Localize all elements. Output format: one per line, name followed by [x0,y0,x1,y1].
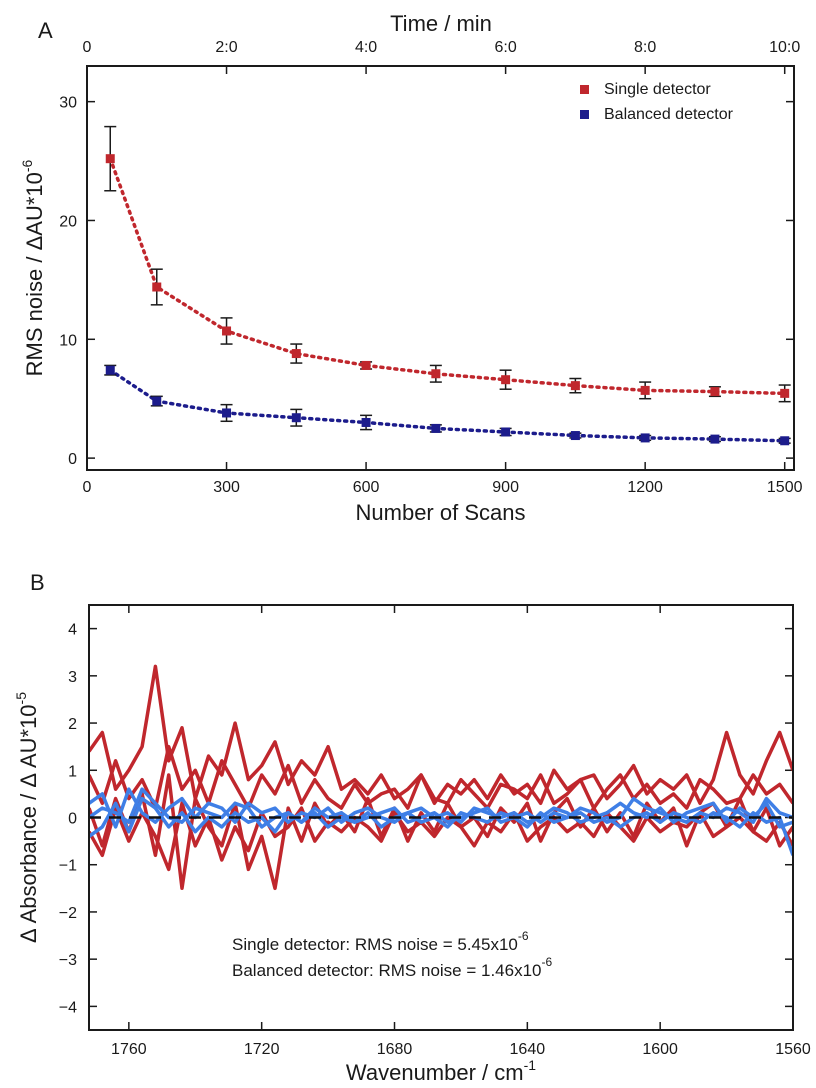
data-point [361,417,371,427]
x-tick-label: 900 [492,479,519,496]
data-point [640,433,650,443]
x-tick-label: 300 [213,479,240,496]
y-tick-label: 2 [68,716,77,733]
data-point [710,387,720,397]
y-tick-label: −1 [59,858,77,875]
x-tick-label: 1760 [111,1041,147,1058]
single-detector-spectrum [89,744,793,810]
x-axis-label: Number of Scans [356,500,526,525]
x-tick-label: 0 [83,479,92,496]
data-point [570,431,580,441]
data-point [640,385,650,395]
x-tick-label: 600 [353,479,380,496]
data-point [152,396,162,406]
x-tick-label: 1200 [627,479,663,496]
top-x-tick-label: 4:0 [355,39,377,56]
legend-entry: Single detector [604,81,711,98]
data-point [780,388,790,398]
y-tick-label: 10 [59,332,77,349]
data-point [361,360,371,370]
data-point [222,408,232,418]
data-point [152,282,162,292]
y-tick-label: 0 [68,451,77,468]
data-point [222,326,232,336]
x-tick-label: 1680 [377,1041,413,1058]
rms-annotation-superscript: -6 [518,929,529,943]
x-tick-label: 1560 [775,1041,811,1058]
legend-marker [580,110,589,119]
x-axis-label-superscript: -1 [524,1057,537,1073]
x-tick-label: 1500 [767,479,803,496]
y-tick-label: 0 [68,811,77,828]
data-point [431,369,441,379]
y-tick-label: −4 [59,999,77,1016]
y-axis-label: Δ Absorbance / Δ AU*10-5 [13,692,41,943]
y-tick-label: 4 [68,622,77,639]
single-detector-spectrum [89,664,793,806]
top-x-axis-label: Time / min [390,11,492,36]
data-point [710,434,720,444]
top-x-tick-label: 6:0 [494,39,516,56]
panel-a-chart: 0 300 600 900 1200 1500 0 2:0 4:0 6:0 8:0 10:0 0 10 20… [19,11,803,525]
top-x-tick-label: 10:0 [769,39,800,56]
legend-entry: Balanced detector [604,106,734,123]
legend-marker [580,85,589,94]
spectra-lines [89,664,793,891]
y-tick-label: 20 [59,213,77,230]
x-axis-label: Wavenumber / cm-1 [346,1057,536,1085]
data-point [570,381,580,391]
data-point [105,365,115,375]
top-x-tick-label: 2:0 [215,39,237,56]
x-tick-label: 1600 [642,1041,678,1058]
y-tick-label: 30 [59,95,77,112]
rms-annotation-superscript: -6 [542,955,553,969]
y-tick-label: −2 [59,905,77,922]
y-axis-label-superscript: -5 [13,692,29,705]
data-point [105,154,115,164]
rms-annotation: Balanced detector: RMS noise = 1.46x10-6 [232,955,552,980]
data-point [780,436,790,446]
data-point [291,349,301,359]
top-x-tick-label: 8:0 [634,39,656,56]
data-point [431,423,441,433]
y-tick-label: −3 [59,952,77,969]
y-axis-label-superscript: -6 [19,159,35,172]
panel-label-a: A [38,18,53,43]
y-tick-label: 1 [68,763,77,780]
balanced-detector-spectrum [89,787,793,829]
x-tick-label: 1720 [244,1041,280,1058]
rms-annotation: Single detector: RMS noise = 5.45x10-6 [232,929,529,954]
fit-curve [108,156,787,396]
fit-curve [108,368,787,443]
data-point [501,427,511,437]
x-tick-label: 1640 [510,1041,546,1058]
top-x-tick-label: 0 [83,39,92,56]
balanced-detector-spectrum [89,796,793,856]
y-axis-label: RMS noise / ΔAU*10-6 [19,159,47,376]
y-tick-label: 3 [68,669,77,686]
panel-a-plot-frame [86,65,795,471]
panel-b-plot-frame [88,604,794,1031]
data-point [501,375,511,385]
panel-b-chart: 1760 1720 1680 1640 1600 1560 −4 −3 −2 −1 0 1 2 3 4 Sin… [13,604,811,1085]
panel-label-b: B [30,570,45,595]
data-point [291,413,301,423]
